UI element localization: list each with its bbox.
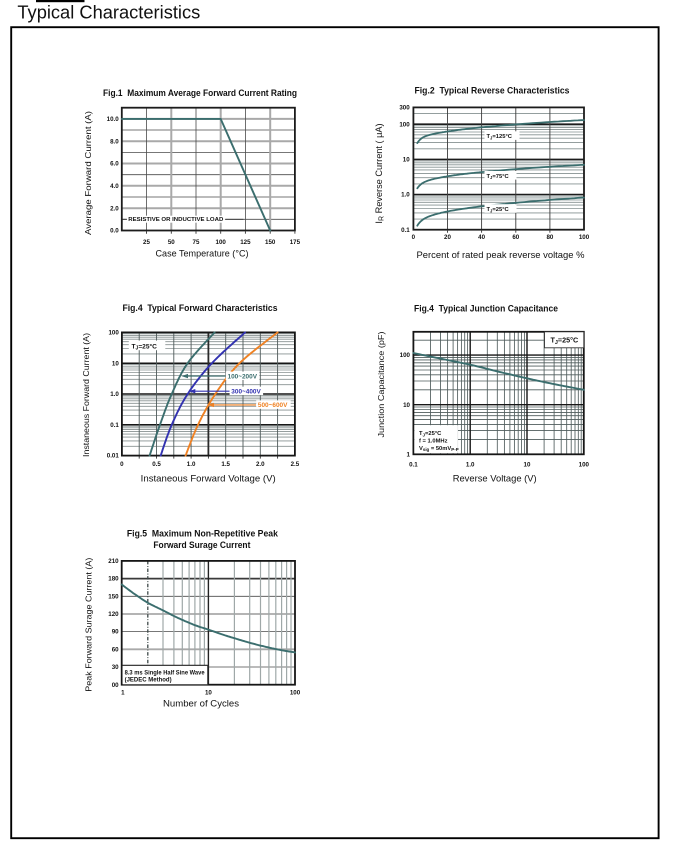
svg-text:100: 100	[579, 234, 590, 241]
svg-text:0.1: 0.1	[401, 227, 410, 234]
svg-text:10: 10	[112, 360, 119, 367]
svg-text:300: 300	[399, 105, 410, 112]
svg-text:150: 150	[108, 593, 119, 600]
svg-text:0.5: 0.5	[152, 461, 161, 468]
svg-text:100: 100	[290, 689, 301, 696]
svg-text:8.0: 8.0	[110, 138, 119, 145]
svg-text:(JEDEC Method): (JEDEC Method)	[125, 678, 172, 684]
svg-text:TJ=125°C: TJ=125°C	[487, 134, 513, 140]
svg-text:1.0: 1.0	[401, 192, 410, 199]
svg-text:Fig.5 Maximum Non-Repetitive: Fig.5 Maximum Non-Repetitive Peak	[127, 529, 278, 539]
svg-text:TJ=75°C: TJ=75°C	[487, 174, 510, 180]
svg-text:Percent of rated peak reverse: Percent of rated peak reverse voltage %	[417, 250, 585, 260]
svg-text:Vsig = 50mVP-P: Vsig = 50mVP-P	[419, 446, 459, 452]
svg-text:500~600V: 500~600V	[258, 403, 288, 409]
svg-text:0: 0	[120, 461, 124, 468]
svg-text:TJ=25°C: TJ=25°C	[487, 207, 510, 213]
svg-text:100: 100	[216, 239, 227, 246]
svg-text:100: 100	[108, 330, 119, 337]
svg-text:10: 10	[403, 157, 410, 164]
svg-text:300~400V: 300~400V	[231, 389, 260, 395]
svg-text:Instaneous Forward Voltage (V): Instaneous Forward Voltage (V)	[141, 473, 276, 484]
svg-text:TJ=25°C: TJ=25°C	[132, 342, 158, 351]
svg-text:2.0: 2.0	[256, 461, 265, 468]
svg-text:Forward Surage Current: Forward Surage Current	[153, 540, 250, 550]
svg-text:210: 210	[108, 558, 119, 565]
svg-text:80: 80	[546, 234, 553, 241]
svg-text:2.0: 2.0	[110, 205, 119, 212]
svg-text:100: 100	[399, 121, 410, 128]
svg-text:Average Forward Current (A): Average Forward Current (A)	[83, 111, 93, 235]
svg-text:Number of Cycles: Number of Cycles	[163, 699, 239, 710]
svg-text:Fig.4 Typical Forward Charact: Fig.4 Typical Forward Characteristics	[123, 303, 278, 313]
svg-text:25: 25	[143, 239, 150, 246]
svg-text:20: 20	[444, 234, 451, 241]
svg-text:150: 150	[265, 239, 276, 246]
svg-text:0.0: 0.0	[110, 228, 119, 235]
svg-text:00: 00	[112, 682, 119, 689]
svg-text:Peak Forward Surage Current (A: Peak Forward Surage Current (A)	[83, 558, 93, 692]
svg-text:100: 100	[400, 352, 411, 359]
svg-text:TJ=25°C: TJ=25°C	[551, 335, 579, 345]
svg-text:Typical Characteristics: Typical Characteristics	[17, 2, 200, 23]
svg-text:10: 10	[403, 402, 410, 409]
svg-text:IR Reverse Current ( μA): IR Reverse Current ( μA)	[374, 123, 386, 223]
svg-text:6.0: 6.0	[110, 161, 119, 168]
svg-text:175: 175	[290, 239, 301, 246]
svg-text:120: 120	[108, 611, 119, 618]
svg-text:0: 0	[412, 234, 416, 241]
svg-text:1.0: 1.0	[187, 461, 196, 468]
svg-text:40: 40	[478, 234, 485, 241]
svg-text:Reverse Voltage (V): Reverse Voltage (V)	[453, 473, 537, 484]
svg-text:Case Temperature (°C): Case Temperature (°C)	[156, 249, 249, 260]
svg-text:1: 1	[407, 451, 411, 458]
svg-text:1.0: 1.0	[466, 462, 475, 469]
svg-text:Junction Capacitance (pF): Junction Capacitance (pF)	[376, 331, 386, 437]
svg-text:125: 125	[240, 239, 251, 246]
svg-text:60: 60	[112, 646, 119, 653]
svg-text:50: 50	[168, 239, 175, 246]
svg-text:10: 10	[205, 689, 212, 696]
svg-text:1.5: 1.5	[221, 461, 230, 468]
svg-text:TJ=25°C: TJ=25°C	[419, 431, 442, 437]
svg-text:180: 180	[108, 576, 119, 583]
svg-text:Fig.2 Typical Reverse Charact: Fig.2 Typical Reverse Characteristics	[415, 86, 570, 96]
svg-text:Fig.4 Typical Junction Capaci: Fig.4 Typical Junction Capacitance	[414, 303, 558, 313]
svg-text:f = 1.0MHz: f = 1.0MHz	[419, 439, 448, 445]
svg-text:75: 75	[193, 239, 200, 246]
svg-text:30: 30	[112, 664, 119, 671]
svg-text:0.1: 0.1	[409, 462, 418, 469]
svg-text:1: 1	[121, 689, 125, 696]
svg-text:10.0: 10.0	[107, 116, 120, 123]
svg-text:100~200V: 100~200V	[228, 374, 258, 380]
svg-text:100: 100	[579, 462, 590, 469]
svg-text:RESISTIVE OR INDUCTIVE LOAD: RESISTIVE OR INDUCTIVE LOAD	[128, 217, 223, 223]
svg-text:2.5: 2.5	[291, 461, 300, 468]
svg-text:60: 60	[512, 234, 519, 241]
svg-text:Instaneous Forward Current (A): Instaneous Forward Current (A)	[81, 333, 91, 457]
svg-text:0.01: 0.01	[107, 453, 120, 460]
svg-text:8.3 ms Single Half Sine Wave: 8.3 ms Single Half Sine Wave	[125, 671, 206, 677]
svg-text:90: 90	[112, 629, 119, 636]
svg-text:10: 10	[524, 462, 531, 469]
svg-text:0.1: 0.1	[110, 422, 119, 429]
svg-text:Fig.1 Maximum Average Forward: Fig.1 Maximum Average Forward Current Ra…	[103, 88, 297, 98]
svg-text:4.0: 4.0	[110, 183, 119, 190]
svg-text:1.0: 1.0	[110, 391, 119, 398]
